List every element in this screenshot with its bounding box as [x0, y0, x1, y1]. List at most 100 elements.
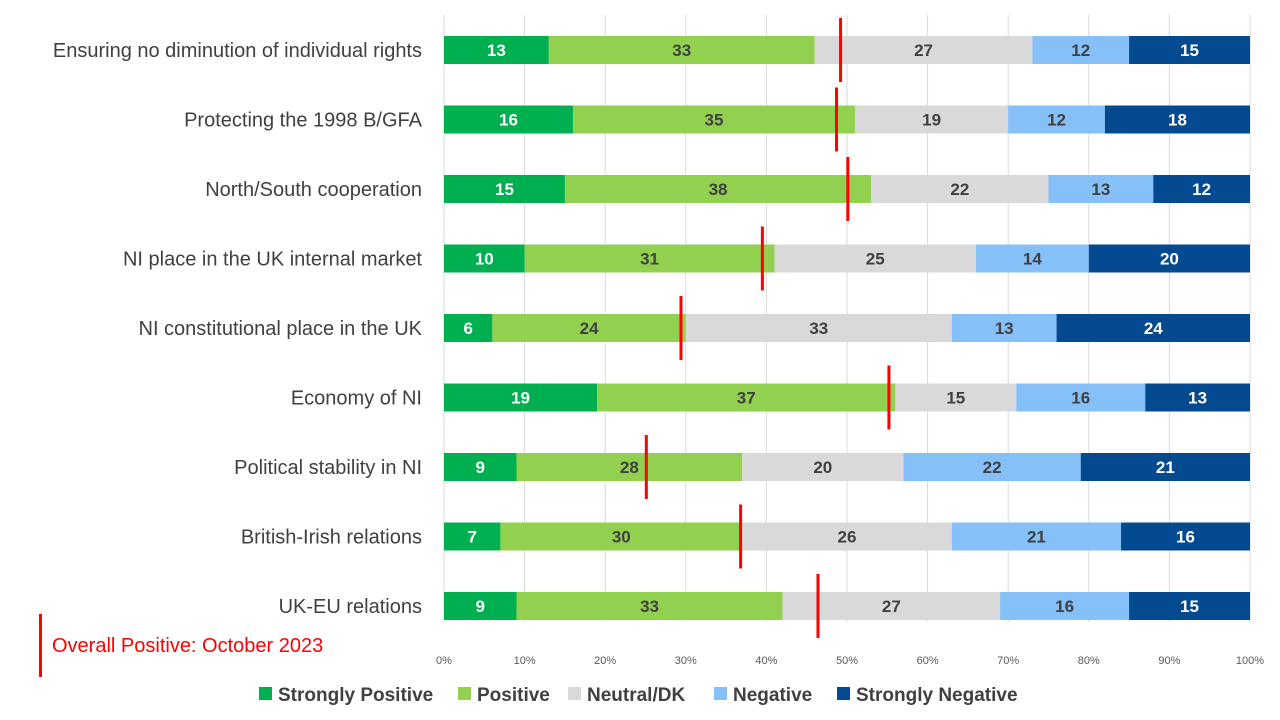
- category-label: Political stability in NI: [234, 457, 422, 479]
- x-tick-label: 100%: [1236, 655, 1264, 667]
- data-label: 12: [1047, 111, 1066, 130]
- category-label: Ensuring no diminution of individual rig…: [53, 40, 422, 62]
- data-label: 37: [737, 389, 756, 408]
- data-label: 13: [1091, 180, 1110, 199]
- bar-segment-positive: [597, 383, 896, 412]
- bar-segment-positive: [500, 522, 743, 551]
- data-label: 6: [463, 319, 472, 338]
- data-label: 20: [1160, 250, 1179, 269]
- overall-positive-marker: [846, 157, 850, 221]
- data-label: 18: [1168, 111, 1187, 130]
- category-label: NI place in the UK internal market: [123, 249, 422, 271]
- bar-segment-negative: [903, 453, 1081, 481]
- overall-positive-marker: [679, 296, 683, 360]
- data-label: 27: [914, 41, 933, 60]
- bar-segment-negative: [951, 522, 1122, 551]
- overall-positive-marker: [839, 18, 843, 82]
- legend-swatch: [568, 687, 581, 700]
- data-label: 16: [1071, 389, 1090, 408]
- data-label: 9: [476, 597, 485, 616]
- data-label: 24: [1144, 319, 1163, 338]
- bar-segment-strongly-negative: [1129, 592, 1250, 620]
- x-tick-label: 90%: [1158, 655, 1180, 667]
- data-label: 15: [1180, 41, 1199, 60]
- data-label: 30: [612, 528, 631, 547]
- bar-segment-strongly-negative: [1056, 314, 1250, 342]
- bar-segment-negative: [1032, 36, 1130, 64]
- data-label: 15: [1180, 597, 1199, 616]
- data-label: 16: [1055, 597, 1074, 616]
- legend-label: Strongly Negative: [856, 685, 1018, 706]
- data-label: 16: [1176, 528, 1195, 547]
- overall-positive-markers: [644, 18, 891, 638]
- bar-segment-negative: [975, 244, 1089, 273]
- data-label: 28: [620, 458, 639, 477]
- bar-segment-strongly-negative: [1145, 383, 1250, 412]
- legend-swatch: [458, 687, 471, 700]
- overall-positive-marker: [816, 574, 820, 638]
- category-label: Protecting the 1998 B/GFA: [184, 110, 423, 132]
- overall-positive-marker: [760, 226, 764, 291]
- bar-segment-strongly-negative: [1104, 105, 1250, 134]
- bar-segment-negative: [951, 314, 1057, 342]
- bar-segment-strongly-positive: [444, 522, 501, 551]
- x-tick-label: 80%: [1078, 655, 1100, 667]
- bar-segment-negative: [1048, 175, 1154, 203]
- data-label: 22: [983, 458, 1002, 477]
- bar-segment-negative: [1008, 105, 1105, 134]
- bar-segment-negative: [1000, 592, 1130, 620]
- bar-segment-strongly-positive: [444, 105, 573, 134]
- data-label: 13: [487, 41, 506, 60]
- category-label: British-Irish relations: [241, 527, 422, 549]
- data-label: 31: [640, 250, 659, 269]
- bar-segment-neutral-dk: [855, 105, 1009, 134]
- bar-segment-neutral-dk: [742, 453, 904, 481]
- marker-legend-label: Overall Positive: October 2023: [52, 635, 323, 657]
- bar-segment-strongly-negative: [1121, 522, 1250, 551]
- data-label: 33: [672, 41, 691, 60]
- data-label: 16: [499, 111, 518, 130]
- bar-segment-positive: [572, 105, 856, 134]
- x-tick-label: 0%: [436, 655, 452, 667]
- data-label: 13: [1188, 389, 1207, 408]
- bar-segment-strongly-negative: [1153, 175, 1250, 203]
- bar-segment-strongly-negative: [1129, 36, 1250, 64]
- overall-positive-marker: [739, 504, 743, 569]
- bar-segment-positive: [516, 453, 743, 481]
- marker-legend: Overall Positive: October 2023: [39, 614, 323, 677]
- legend-swatch: [259, 687, 272, 700]
- bar-segment-neutral-dk: [814, 36, 1033, 64]
- category-label: Economy of NI: [291, 388, 422, 410]
- legend-label: Positive: [477, 685, 550, 706]
- category-label: NI constitutional place in the UK: [139, 318, 423, 340]
- data-label: 15: [495, 180, 514, 199]
- legend-label: Strongly Positive: [278, 685, 433, 706]
- data-label: 33: [640, 597, 659, 616]
- data-label: 21: [1027, 528, 1046, 547]
- legend: Strongly Positive Positive Neutral/DK Negat…: [259, 685, 1018, 706]
- bar-segment-neutral-dk: [871, 175, 1049, 203]
- data-label: 19: [922, 111, 941, 130]
- bar-segment-strongly-positive: [444, 36, 549, 64]
- data-label: 9: [476, 458, 485, 477]
- bar-segment-positive: [492, 314, 686, 342]
- x-tick-label: 60%: [917, 655, 939, 667]
- data-label: 13: [995, 319, 1014, 338]
- data-label: 35: [705, 111, 724, 130]
- bar-segment-strongly-positive: [444, 314, 493, 342]
- bars: 13 33 27 12 15 16 35 19 12 18 15 38 22 13 12 10 31 25 14 20…: [444, 36, 1250, 620]
- data-label: 15: [946, 389, 965, 408]
- data-label: 19: [511, 389, 530, 408]
- bar-segment-neutral-dk: [685, 314, 952, 342]
- category-label: North/South cooperation: [205, 179, 422, 201]
- x-tick-label: 20%: [594, 655, 616, 667]
- data-label: 7: [467, 528, 476, 547]
- data-label: 12: [1071, 41, 1090, 60]
- bar-segment-positive: [524, 244, 775, 273]
- bar-segment-strongly-positive: [444, 175, 565, 203]
- bar-segment-positive: [548, 36, 815, 64]
- bar-segment-strongly-negative: [1080, 453, 1250, 481]
- legend-label: Neutral/DK: [587, 685, 685, 706]
- data-label: 21: [1156, 458, 1175, 477]
